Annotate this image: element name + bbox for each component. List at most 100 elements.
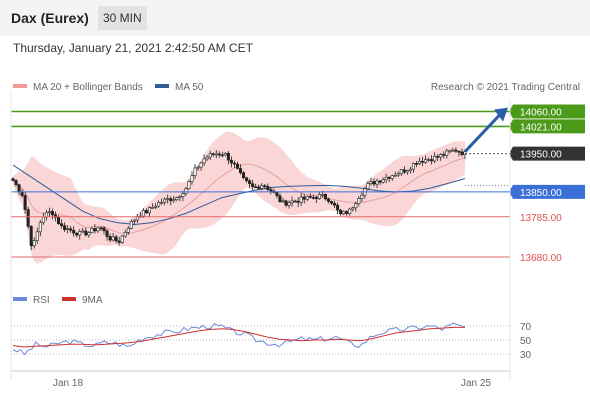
- candle-body: [378, 180, 382, 183]
- candle-body: [275, 192, 279, 197]
- candle-body: [284, 200, 288, 206]
- instrument-title: Dax (Eurex): [11, 10, 89, 26]
- candle-body: [381, 179, 385, 183]
- candle-body: [393, 174, 397, 177]
- candle-body: [354, 203, 358, 209]
- candle-body: [278, 195, 282, 203]
- candle-body: [208, 153, 212, 158]
- candle-body: [63, 225, 67, 230]
- candle-body: [345, 211, 349, 214]
- candle-body: [132, 219, 136, 222]
- candle-body: [384, 177, 388, 181]
- candle-body: [308, 196, 312, 198]
- candle-body: [287, 202, 291, 206]
- candle-body: [202, 158, 206, 164]
- candle-body: [211, 153, 215, 156]
- candle-body: [81, 230, 85, 233]
- x-tick-jan25: Jan 25: [461, 378, 491, 389]
- candle-body: [454, 149, 458, 152]
- ma20-legend-label: MA 20 + Bollinger Bands: [33, 82, 143, 93]
- level-label-13785.00: 13785.00: [520, 213, 562, 224]
- candle-body: [26, 209, 30, 227]
- candle-body: [154, 205, 158, 208]
- interval-button[interactable]: 30 MIN: [98, 6, 147, 30]
- candle-body: [451, 149, 455, 152]
- credit-label: Research © 2021 Trading Central: [431, 82, 580, 93]
- candle-body: [342, 211, 346, 215]
- current-price-tag: [509, 146, 585, 161]
- current-price-label: 13950.00: [520, 150, 562, 161]
- candle-body: [445, 150, 449, 156]
- candle-body: [433, 156, 437, 162]
- ma9-legend-label: 9MA: [82, 295, 103, 306]
- candle-body: [417, 160, 421, 165]
- candle-body: [53, 214, 57, 218]
- candle-body: [75, 232, 79, 236]
- candle-body: [157, 202, 161, 207]
- candle-body: [217, 153, 221, 156]
- candle-body: [11, 178, 15, 181]
- rsi-line: [12, 322, 466, 356]
- price-levels: 14060.00 14021.00 13850.00 13785.00 13680.00…: [11, 104, 585, 264]
- candle-body: [245, 177, 249, 182]
- ma20-line: [12, 157, 466, 234]
- candle-body: [248, 180, 252, 185]
- candle-body: [402, 169, 406, 173]
- candle-body: [126, 228, 130, 233]
- timestamp: Thursday, January 21, 2021 2:42:50 AM CE…: [13, 41, 253, 55]
- candle-body: [38, 222, 42, 233]
- candle-body: [430, 159, 434, 162]
- candle-body: [102, 227, 106, 232]
- candle-body: [205, 156, 209, 160]
- candle-body: [263, 185, 267, 188]
- candle-body: [196, 166, 200, 169]
- rsi-tick-30: 30: [520, 350, 532, 361]
- candle-body: [320, 193, 324, 196]
- candle-body: [175, 197, 179, 200]
- level-label-13680.00: 13680.00: [520, 253, 562, 264]
- candle-body: [169, 198, 173, 202]
- candle-body: [223, 152, 227, 156]
- candle-body: [357, 198, 361, 204]
- candle-body: [281, 200, 285, 203]
- candle-body: [390, 175, 394, 179]
- ma50-legend-swatch: [155, 84, 169, 88]
- candle-body: [360, 194, 364, 199]
- candle-body: [129, 221, 133, 229]
- candle-body: [266, 186, 270, 190]
- candle-body: [144, 210, 148, 214]
- candle-body: [330, 201, 334, 204]
- rsi-legend-swatch: [13, 297, 27, 301]
- candle-body: [66, 228, 70, 230]
- candle-body: [369, 181, 373, 184]
- rsi-tick-50: 50: [520, 336, 532, 347]
- candle-body: [220, 154, 224, 157]
- candle-body: [226, 152, 230, 161]
- candle-body: [314, 197, 318, 199]
- candle-body: [163, 198, 167, 203]
- candle-body: [41, 216, 45, 223]
- candle-body: [114, 236, 118, 242]
- candle-body: [293, 200, 297, 203]
- candle-body: [90, 228, 94, 233]
- level-label-14021.00: 14021.00: [520, 122, 562, 133]
- candle-body: [178, 196, 182, 198]
- x-tick-jan18: Jan 18: [53, 378, 83, 389]
- candle-body: [333, 202, 337, 206]
- candle-body: [99, 227, 103, 230]
- candle-body: [117, 240, 121, 243]
- candle-body: [405, 170, 409, 173]
- candle-body: [184, 188, 188, 195]
- level-tag-13850.00: [509, 184, 585, 199]
- candle-body: [17, 184, 21, 192]
- candle-body: [242, 172, 246, 179]
- candle-body: [229, 159, 233, 164]
- candle-body: [190, 175, 194, 182]
- candle-body: [254, 186, 258, 189]
- level-tag-14021.00: [509, 119, 585, 134]
- candle-body: [35, 231, 39, 241]
- candle-body: [96, 227, 100, 232]
- candle-body: [457, 150, 461, 153]
- candle-body: [235, 163, 239, 169]
